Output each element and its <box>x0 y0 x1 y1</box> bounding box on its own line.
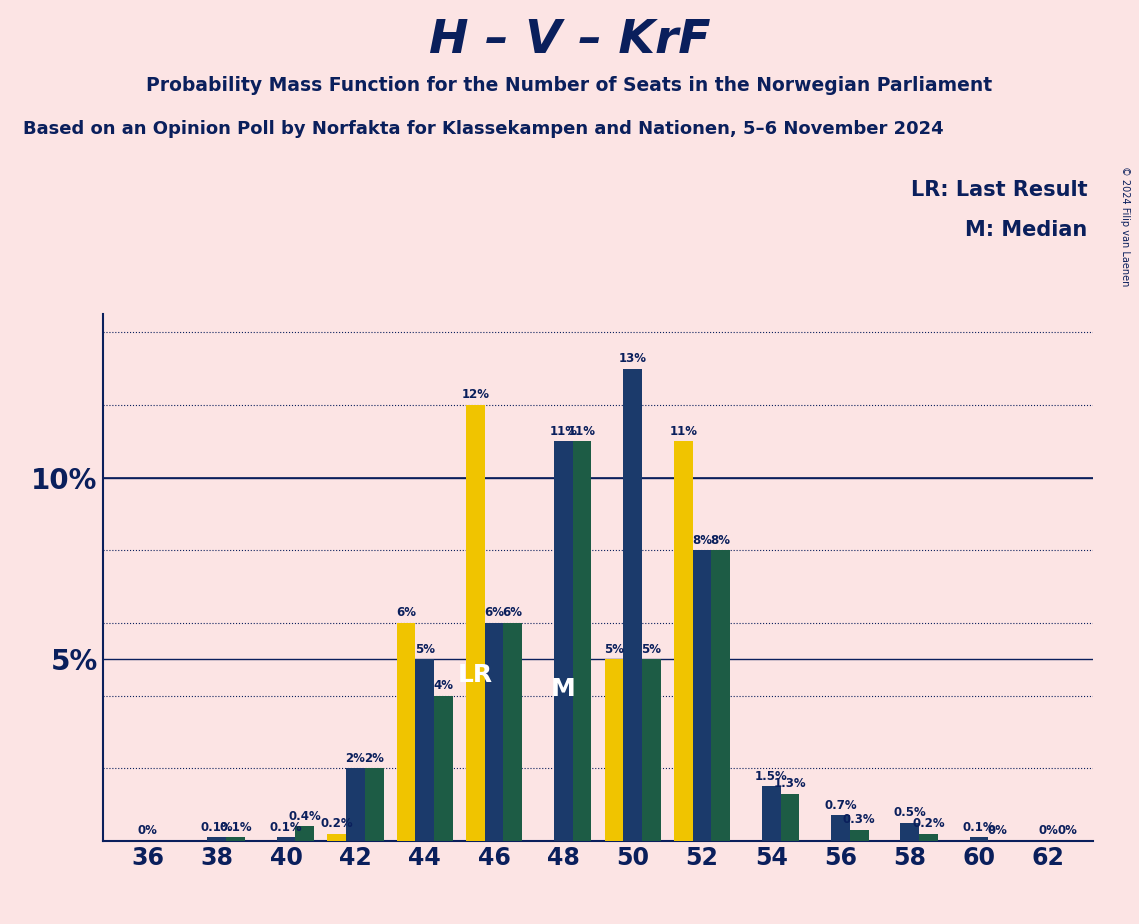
Text: © 2024 Filip van Laenen: © 2024 Filip van Laenen <box>1121 166 1130 286</box>
Bar <box>573 442 591 841</box>
Text: 0.1%: 0.1% <box>962 821 995 833</box>
Text: 0.4%: 0.4% <box>288 809 321 822</box>
Bar <box>396 623 416 841</box>
Bar <box>416 659 434 841</box>
Bar <box>642 659 661 841</box>
Text: 4%: 4% <box>434 679 453 692</box>
Text: Based on an Opinion Poll by Norfakta for Klassekampen and Nationen, 5–6 November: Based on an Opinion Poll by Norfakta for… <box>23 120 943 138</box>
Bar <box>780 794 800 841</box>
Bar <box>762 786 780 841</box>
Text: H – V – KrF: H – V – KrF <box>428 18 711 64</box>
Text: M: Median: M: Median <box>966 220 1088 240</box>
Text: 0.2%: 0.2% <box>320 817 353 830</box>
Bar <box>207 837 227 841</box>
Text: Probability Mass Function for the Number of Seats in the Norwegian Parliament: Probability Mass Function for the Number… <box>147 76 992 95</box>
Text: 13%: 13% <box>618 352 647 365</box>
Bar <box>327 833 346 841</box>
Text: 0.1%: 0.1% <box>270 821 303 833</box>
Text: 8%: 8% <box>711 534 730 547</box>
Bar <box>277 837 295 841</box>
Text: 2%: 2% <box>364 751 384 764</box>
Text: 0.5%: 0.5% <box>893 806 926 819</box>
Text: 5%: 5% <box>641 642 662 656</box>
Text: 6%: 6% <box>396 606 416 619</box>
Text: 0%: 0% <box>988 824 1008 837</box>
Text: 0%: 0% <box>138 824 157 837</box>
Bar <box>605 659 623 841</box>
Text: 11%: 11% <box>670 425 697 438</box>
Text: 5%: 5% <box>415 642 435 656</box>
Bar <box>674 442 693 841</box>
Text: 6%: 6% <box>484 606 505 619</box>
Text: 0%: 0% <box>1039 824 1058 837</box>
Bar <box>295 826 314 841</box>
Bar <box>919 833 937 841</box>
Text: 1.5%: 1.5% <box>755 770 787 783</box>
Text: LR: Last Result: LR: Last Result <box>911 180 1088 201</box>
Bar <box>503 623 522 841</box>
Bar <box>364 768 384 841</box>
Bar <box>901 822 919 841</box>
Text: LR: LR <box>458 663 493 687</box>
Bar <box>711 551 730 841</box>
Text: 2%: 2% <box>345 751 366 764</box>
Bar <box>227 837 245 841</box>
Bar <box>485 623 503 841</box>
Text: 11%: 11% <box>568 425 596 438</box>
Text: 11%: 11% <box>549 425 577 438</box>
Bar <box>623 369 642 841</box>
Text: 5%: 5% <box>604 642 624 656</box>
Text: 0.7%: 0.7% <box>825 798 857 812</box>
Text: 0.2%: 0.2% <box>912 817 945 830</box>
Bar <box>693 551 711 841</box>
Text: 0.1%: 0.1% <box>219 821 252 833</box>
Bar <box>346 768 364 841</box>
Text: 12%: 12% <box>461 388 490 401</box>
Bar <box>554 442 573 841</box>
Bar <box>466 405 485 841</box>
Text: 6%: 6% <box>502 606 523 619</box>
Text: 0%: 0% <box>1057 824 1077 837</box>
Bar <box>850 830 869 841</box>
Bar <box>969 837 989 841</box>
Bar <box>831 815 850 841</box>
Bar <box>434 696 453 841</box>
Text: 8%: 8% <box>691 534 712 547</box>
Text: 0.1%: 0.1% <box>200 821 233 833</box>
Text: 1.3%: 1.3% <box>773 777 806 790</box>
Text: M: M <box>551 677 575 701</box>
Text: 0.3%: 0.3% <box>843 813 876 826</box>
